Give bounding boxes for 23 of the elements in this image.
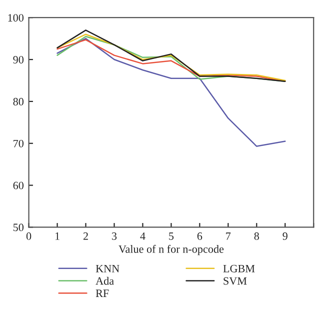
y-tick-label: 50 xyxy=(13,224,24,232)
x-tick-label: 1 xyxy=(55,232,60,240)
legend-label: KNN xyxy=(96,264,120,272)
y-tick-label: 70 xyxy=(14,140,24,148)
x-tick-label: 4 xyxy=(140,232,146,240)
legend-label: RF xyxy=(96,290,109,297)
x-axis-title: Value of n for n-opcode xyxy=(118,244,224,256)
legend-label: Ada xyxy=(96,276,114,285)
x-tick-label: 5 xyxy=(169,232,174,240)
y-tick-label: 60 xyxy=(13,182,24,190)
line-series xyxy=(56,38,286,147)
x-tick-label: 9 xyxy=(282,232,288,240)
y-tick-label: 80 xyxy=(13,98,24,106)
x-tick-label: 6 xyxy=(197,232,202,240)
legend-label: SVM xyxy=(224,277,247,285)
y-tick-label: 90 xyxy=(13,56,24,64)
legend-label: LGBM xyxy=(223,264,255,272)
x-tick-label: 7 xyxy=(226,232,231,240)
x-tick-label: 3 xyxy=(112,232,117,240)
y-tick-label: 100 xyxy=(8,14,24,22)
x-tick-label: 2 xyxy=(83,232,88,240)
x-tick-label: 8 xyxy=(254,232,259,240)
x-tick-label: 0 xyxy=(26,232,32,240)
